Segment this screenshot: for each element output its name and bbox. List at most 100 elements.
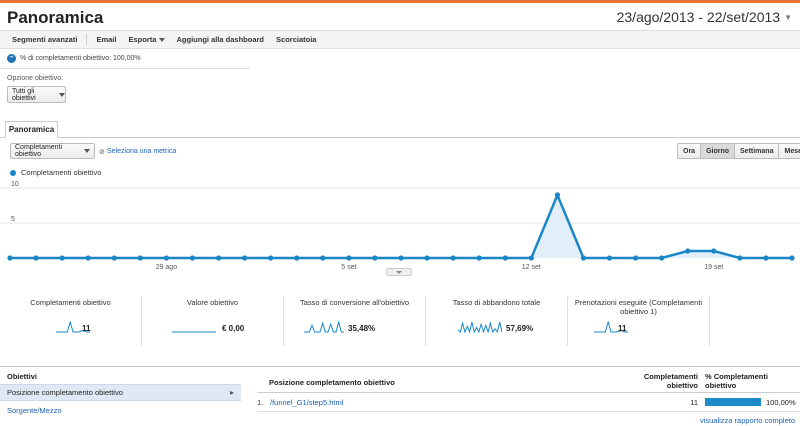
granularity-hour[interactable]: Ora bbox=[678, 144, 701, 158]
segment-label: % di completamenti obiettivo: 100,00% bbox=[20, 55, 141, 62]
table-row: 1. /funnel_G1/step5.html 11 100,00% bbox=[257, 395, 800, 410]
data-point bbox=[33, 255, 39, 261]
page-title: Panoramica bbox=[7, 8, 104, 27]
objectives-source-medium-link[interactable]: Sorgente/Mezzo bbox=[7, 406, 62, 415]
sparkline bbox=[56, 321, 90, 333]
row-path-link[interactable]: /funnel_G1/step5.html bbox=[270, 398, 344, 407]
toolbar-export-label: Esporta bbox=[128, 35, 157, 44]
row-divider bbox=[257, 411, 800, 412]
tab-overview[interactable]: Panoramica bbox=[5, 121, 58, 138]
goal-option-select[interactable]: Tutti gli obiettivi bbox=[7, 86, 66, 103]
x-tick-label: 19 set bbox=[704, 264, 723, 271]
chevron-down-icon bbox=[158, 37, 165, 42]
data-point bbox=[242, 255, 248, 261]
metrics-summary: Completamenti obiettivo 11 Valore obiett… bbox=[0, 296, 712, 346]
series-line bbox=[10, 191, 792, 260]
data-point bbox=[606, 255, 613, 261]
select-metric-link[interactable]: Seleziona una metrica bbox=[107, 148, 177, 155]
data-point bbox=[659, 255, 665, 261]
tab-baseline bbox=[0, 137, 800, 138]
data-point bbox=[763, 255, 769, 261]
data-point bbox=[163, 255, 169, 261]
chart-scroll-handle[interactable] bbox=[386, 268, 412, 276]
data-point bbox=[346, 255, 352, 261]
data-point bbox=[398, 255, 404, 261]
y-tick-label: 10 bbox=[11, 181, 19, 188]
row-number: 1. bbox=[257, 398, 264, 407]
col-percent-header[interactable]: % Completamenti obiettivo bbox=[705, 372, 768, 390]
data-point bbox=[59, 255, 65, 261]
table-header: Posizione completamento obiettivo Comple… bbox=[257, 372, 800, 391]
sparkline bbox=[594, 321, 628, 333]
toolbar: Segmenti avanzati Email Esporta Aggiungi… bbox=[0, 30, 800, 49]
metric-select[interactable]: Completamenti obiettivo bbox=[10, 143, 95, 159]
metric-conversion-rate[interactable]: Tasso di conversione all'obiettivo 35,48… bbox=[284, 296, 426, 346]
toolbar-export[interactable]: Esporta bbox=[122, 31, 170, 48]
col-completions-header[interactable]: Completamenti obiettivo bbox=[643, 372, 698, 390]
metric-abandonment-rate[interactable]: Tasso di abbandono totale 57,69% bbox=[426, 296, 568, 346]
data-point bbox=[320, 255, 326, 261]
chart-legend: Completamenti obiettivo bbox=[10, 168, 101, 177]
legend-label: Completamenti obiettivo bbox=[21, 168, 102, 177]
metric-label: Prenotazioni eseguite (Completamenti obi… bbox=[574, 298, 703, 316]
objectives-selected-label: Posizione completamento obiettivo bbox=[7, 388, 123, 397]
segment-remove-icon[interactable]: – bbox=[7, 54, 16, 63]
sparkline bbox=[172, 331, 216, 333]
granularity-day[interactable]: Giorno bbox=[700, 144, 735, 158]
date-range-picker[interactable]: 23/ago/2013 - 22/set/2013 ▼ bbox=[617, 9, 792, 25]
data-point bbox=[424, 255, 430, 261]
data-point bbox=[633, 255, 639, 261]
x-tick-label: 5 set bbox=[341, 264, 356, 271]
goal-completions-chart: 10 5 29 ago 5 set 12 set 19 set bbox=[0, 181, 800, 271]
series-area bbox=[10, 195, 792, 258]
toolbar-advanced-segments[interactable]: Segmenti avanzati bbox=[12, 35, 78, 44]
vs-icon: ⊘ bbox=[99, 149, 105, 156]
data-point bbox=[189, 255, 196, 261]
section-divider bbox=[0, 366, 800, 367]
toolbar-shortcut[interactable]: Scorciatoia bbox=[276, 35, 317, 44]
data-point bbox=[215, 255, 222, 261]
data-point bbox=[737, 255, 743, 261]
chevron-down-icon bbox=[84, 149, 90, 153]
objectives-selected-item[interactable]: Posizione completamento obiettivo ▸ bbox=[0, 384, 241, 401]
data-point bbox=[450, 255, 456, 261]
granularity-week[interactable]: Settimana bbox=[734, 144, 779, 158]
data-point bbox=[476, 255, 482, 261]
metric-value: 57,69% bbox=[506, 324, 534, 333]
objectives-heading: Obiettivi bbox=[7, 372, 38, 381]
full-report-link[interactable]: visualizza rapporto completo bbox=[699, 416, 795, 425]
metric-goal-value[interactable]: Valore obiettivo € 0,00 bbox=[142, 296, 284, 346]
metric-label: Tasso di abbandono totale bbox=[452, 298, 541, 307]
col-position-header[interactable]: Posizione completamento obiettivo bbox=[269, 378, 395, 387]
metric-goal-completions[interactable]: Completamenti obiettivo 11 bbox=[0, 296, 142, 346]
granularity-month[interactable]: Mese bbox=[778, 144, 800, 158]
toolbar-add-to-dashboard[interactable]: Aggiungi alla dashboard bbox=[176, 35, 265, 44]
divider bbox=[0, 68, 250, 69]
chevron-down-icon bbox=[59, 92, 65, 97]
metric-value: € 0,00 bbox=[222, 324, 245, 333]
data-point bbox=[268, 255, 274, 261]
metric-label: Valore obiettivo bbox=[186, 298, 239, 307]
top-accent-bar bbox=[0, 0, 800, 3]
row-percent: 100,00% bbox=[766, 398, 796, 407]
chevron-down-icon[interactable]: ▼ bbox=[784, 12, 792, 22]
x-tick-label: 29 ago bbox=[156, 264, 178, 271]
metric-value: 35,48% bbox=[348, 324, 376, 333]
data-point bbox=[789, 255, 795, 261]
granularity-switcher: Ora Giorno Settimana Mese bbox=[677, 143, 800, 159]
metric-bookings[interactable]: Prenotazioni eseguite (Completamenti obi… bbox=[568, 296, 710, 346]
y-tick-label: 5 bbox=[11, 216, 15, 223]
sparkline-path bbox=[458, 321, 502, 333]
data-point bbox=[502, 255, 508, 261]
data-point bbox=[372, 255, 378, 261]
sparkline bbox=[458, 321, 502, 333]
data-point bbox=[580, 255, 587, 261]
metric-label: Completamenti obiettivo bbox=[30, 298, 111, 307]
row-value: 11 bbox=[690, 398, 698, 407]
goal-option-value: Tutti gli obiettivi bbox=[12, 87, 36, 102]
chevron-down-icon bbox=[396, 271, 402, 274]
toolbar-email[interactable]: Email bbox=[96, 35, 117, 44]
table-header-divider bbox=[257, 392, 800, 393]
data-point bbox=[711, 248, 717, 254]
data-point bbox=[528, 255, 534, 261]
